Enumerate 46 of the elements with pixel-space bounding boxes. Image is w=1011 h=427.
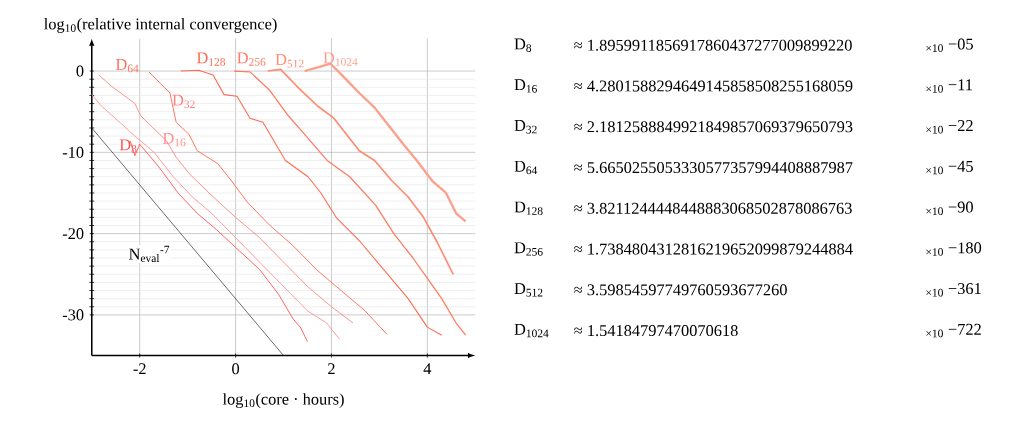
- y-tick-label: -10: [62, 146, 84, 158]
- text: D$_{16}$: [514, 79, 537, 93]
- text: ≈ 1.54184797470070618: [574, 325, 738, 337]
- y-tick-label: -20: [62, 228, 84, 240]
- text: $_{×10}$ −22: [926, 120, 973, 134]
- line-series: [266, 68, 455, 276]
- text: $_{×10}$ −361: [926, 283, 981, 297]
- x-axis-title: log$_{10}$(core · hours): [222, 393, 344, 409]
- text: ≈ 3.8211244448448883068502878086763: [574, 202, 852, 214]
- text: $_{×10}$ −11: [926, 79, 972, 93]
- series-label: D$_{128}$: [196, 52, 226, 66]
- series-label: D$_{32}$: [172, 94, 195, 109]
- text: ≈ 3.59854597749760593677260: [574, 284, 787, 296]
- text: D$_{32}$: [514, 120, 537, 134]
- text: $_{×10}$ −722: [926, 323, 981, 338]
- line-series: [233, 70, 467, 336]
- x-tick-label: 2: [328, 363, 335, 375]
- x-tick-label: -2: [133, 363, 146, 375]
- x-tick-label: 4: [423, 363, 432, 375]
- text: D$_{1024}$: [514, 323, 549, 338]
- text: ≈ 4.2801588294649145858508255168059: [574, 80, 853, 92]
- text: D$_{128}$: [514, 201, 543, 216]
- y-axis-title: log$_{10}$(relative internal convergence): [44, 18, 277, 33]
- text: D$_{8}$: [514, 38, 532, 53]
- x-tick-label: 0: [232, 363, 240, 375]
- text: $_{×10}$ −05: [926, 38, 973, 53]
- line-series: [98, 74, 354, 324]
- series-label: D$_{512}$: [275, 54, 304, 68]
- text: $_{×10}$ −90: [926, 201, 973, 216]
- annotation: N$_{eval}$-7: [129, 245, 170, 263]
- text: D$_{64}$: [514, 160, 538, 175]
- text: ≈ 2.1812588849921849857069379650793: [574, 121, 853, 133]
- series-label: D$_{64}$: [115, 59, 139, 73]
- text: ≈ 1.8959911856917860437277009899220: [574, 39, 852, 51]
- y-tick-label: -30: [62, 309, 84, 321]
- series-label: D$_{1024}$: [323, 52, 358, 66]
- y-tick-label: 0: [76, 65, 84, 77]
- text: ≈ 1.7384804312816219652099879244884: [574, 243, 853, 255]
- series-label: D$_{16}$: [162, 133, 186, 147]
- series-label: D$_{8}$: [119, 139, 137, 153]
- text: $_{×10}$ −45: [926, 160, 973, 175]
- text: D$_{512}$: [514, 283, 543, 297]
- series-label: D$_{256}$: [237, 52, 266, 66]
- text: D$_{256}$: [514, 242, 543, 256]
- text: ≈ 5.6650255053330577357994408887987: [574, 162, 853, 174]
- text: $_{×10}$ −180: [926, 242, 982, 256]
